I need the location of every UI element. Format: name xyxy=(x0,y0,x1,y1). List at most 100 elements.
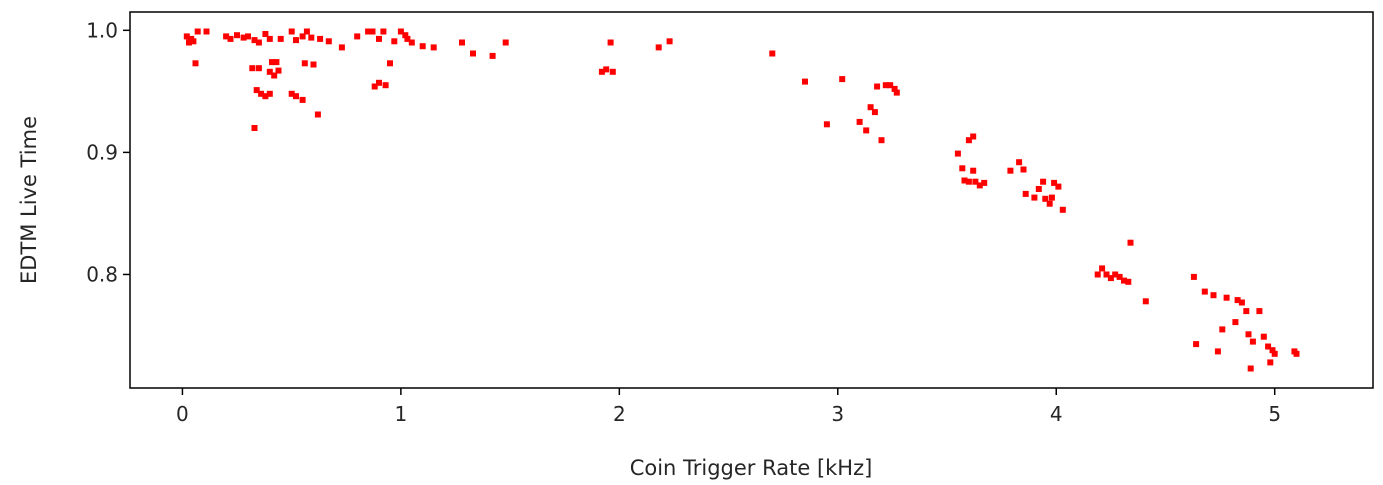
data-point xyxy=(249,65,256,72)
data-point xyxy=(1031,194,1038,201)
data-point xyxy=(402,32,409,39)
x-tick-label: 3 xyxy=(831,402,844,426)
data-point xyxy=(262,31,269,37)
data-point xyxy=(1234,297,1241,304)
data-point xyxy=(1094,271,1101,278)
data-point xyxy=(666,38,673,45)
data-point xyxy=(266,90,273,97)
data-point xyxy=(1046,200,1053,207)
data-point xyxy=(891,85,898,92)
data-point xyxy=(404,35,411,42)
data-point xyxy=(308,34,315,41)
data-point xyxy=(293,93,299,100)
data-point xyxy=(387,60,393,67)
data-point xyxy=(251,125,258,131)
data-point xyxy=(430,44,437,51)
data-point xyxy=(1210,292,1217,299)
data-point xyxy=(234,32,240,39)
data-point xyxy=(288,28,295,35)
data-point xyxy=(954,150,961,157)
data-point xyxy=(419,43,426,50)
y-axis-title: EDTM Live Time xyxy=(17,116,41,284)
data-point xyxy=(194,28,201,35)
y-axis-ticks: 0.8 0.9 1.0 xyxy=(86,18,130,286)
data-point xyxy=(382,82,389,89)
data-point xyxy=(1223,294,1230,301)
data-point xyxy=(245,33,251,40)
data-point xyxy=(1035,186,1042,192)
data-point xyxy=(240,34,247,41)
data-point xyxy=(303,28,310,35)
data-point xyxy=(1055,183,1062,190)
data-point xyxy=(190,38,197,45)
data-point xyxy=(314,111,321,118)
data-point xyxy=(607,39,614,46)
data-point xyxy=(970,167,977,174)
y-tick-label: 0.8 xyxy=(86,262,118,286)
x-tick-label: 4 xyxy=(1050,402,1063,426)
data-point xyxy=(1059,206,1066,213)
data-point xyxy=(965,137,972,144)
x-axis-ticks: 0 1 2 3 4 5 xyxy=(176,388,1281,426)
data-point xyxy=(839,76,846,83)
data-point xyxy=(255,39,262,46)
plot-background xyxy=(130,12,1373,388)
data-point xyxy=(1121,277,1127,284)
data-point xyxy=(769,50,776,57)
x-tick-label: 5 xyxy=(1268,402,1281,426)
data-point xyxy=(502,39,509,46)
data-point xyxy=(1271,350,1278,357)
data-point xyxy=(1103,271,1110,278)
data-point xyxy=(1107,275,1114,282)
data-point xyxy=(887,82,894,89)
data-point xyxy=(1265,343,1272,350)
data-point xyxy=(408,39,415,46)
data-point xyxy=(251,37,258,44)
data-point xyxy=(802,78,808,85)
data-point xyxy=(310,61,317,68)
data-point xyxy=(459,39,465,46)
data-point xyxy=(1142,298,1149,305)
x-tick-label: 0 xyxy=(176,402,189,426)
data-point xyxy=(1116,273,1123,280)
data-point xyxy=(1125,278,1132,285)
data-point xyxy=(253,87,260,94)
data-point xyxy=(317,35,324,42)
data-point xyxy=(376,79,382,86)
data-point xyxy=(1238,299,1245,306)
data-point xyxy=(227,35,234,42)
data-point xyxy=(863,127,870,134)
data-point xyxy=(376,35,382,42)
data-point xyxy=(1193,341,1200,348)
data-point xyxy=(981,179,988,186)
data-point xyxy=(882,82,889,89)
data-point xyxy=(970,133,977,140)
data-point xyxy=(1048,194,1055,201)
data-point xyxy=(1201,288,1208,295)
data-point xyxy=(192,60,199,67)
data-point xyxy=(1112,271,1119,278)
data-point xyxy=(271,72,278,79)
data-point xyxy=(871,109,878,116)
data-point xyxy=(1051,179,1058,186)
data-point xyxy=(299,96,306,103)
data-point xyxy=(893,89,900,96)
data-point xyxy=(369,28,376,35)
data-point xyxy=(391,38,398,45)
data-point xyxy=(959,165,966,172)
data-point xyxy=(223,33,230,40)
data-point xyxy=(1232,319,1239,326)
data-point xyxy=(338,44,345,51)
data-point xyxy=(655,44,662,51)
data-point xyxy=(183,33,190,40)
data-point xyxy=(1040,178,1047,185)
data-point xyxy=(273,59,280,66)
data-point xyxy=(1293,350,1300,357)
data-point xyxy=(874,83,881,90)
data-point xyxy=(976,182,983,189)
x-axis-title: Coin Trigger Rate [kHz] xyxy=(630,456,873,480)
data-point xyxy=(867,104,874,111)
data-point xyxy=(269,59,275,66)
data-point xyxy=(325,38,332,45)
